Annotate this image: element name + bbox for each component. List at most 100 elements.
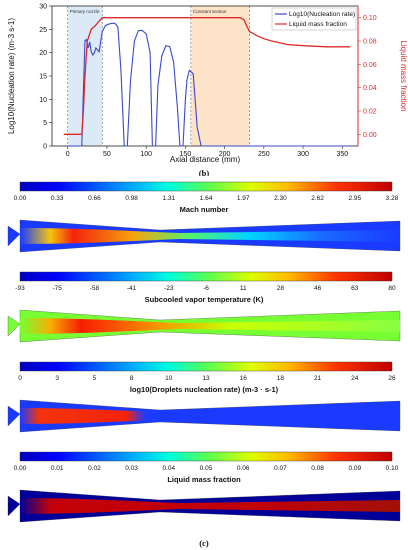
x-tick-label: 350 [336,151,348,158]
colorbar-tick: 26 [388,375,396,382]
contour-title: Mach number [180,205,229,214]
nozzle-inlet [7,405,21,427]
x-tick-label: 100 [140,151,152,158]
colorbar [19,451,393,462]
x-tick-label: 300 [297,151,309,158]
region-label: Constant section [193,9,227,14]
colorbar-tick: 0.66 [88,195,101,202]
contour-block-1: -93 -75 -58 -41 -23 -6 11 28 46 63 80 Subcooled vap… [7,271,401,343]
x-tick-label: 250 [258,151,270,158]
x-tick-label: 150 [180,151,192,158]
colorbar-tick: 28 [277,285,285,292]
colorbar-tick: 18 [277,375,285,382]
colorbar-tick: -58 [90,285,100,292]
x-tick-label: 0 [66,151,70,158]
region-label: Primary nozzle [70,9,100,14]
colorbar-tick: 3.28 [386,195,399,202]
colorbar-tick: -23 [164,285,174,292]
x-tick-label: 50 [103,151,111,158]
colorbar-tick: 10 [165,375,173,382]
colorbar-tick: 0.05 [200,465,213,472]
x-axis-label: Axial distance (mm) [170,155,241,164]
y2-tick-label: 0.08 [363,39,377,46]
y-axis-right-label: Liquid mass fraction [399,40,408,111]
y-tick-label: 10 [39,97,47,104]
flow-core [20,318,400,334]
colorbar-tick: 16 [240,375,248,382]
contour-title: log10(Droplets nucleation rate) (m-3 · s… [130,385,279,394]
colorbar-tick: 0.33 [51,195,64,202]
nozzle-inlet [7,225,21,247]
flow-core [20,228,400,244]
y2-tick-label: 0.02 [363,109,377,116]
colorbar-tick: 0.06 [237,465,250,472]
colorbar-tick: 1.64 [200,195,213,202]
colorbar-tick: 0.04 [162,465,175,472]
y-tick-label: 15 [39,74,47,81]
colorbar [19,271,393,282]
colorbar-tick: 46 [314,285,322,292]
contour-block-0: 0.00 0.33 0.66 0.98 1.31 1.64 1.97 2.30 2.62 2.95… [7,181,401,253]
colorbar-tick: 21 [314,375,322,382]
colorbar-tick: 2.95 [348,195,361,202]
colorbar-tick: 11 [240,285,247,292]
region-1 [190,6,250,146]
series-liquid-line [63,17,351,135]
series-nucleation-line [67,22,351,147]
colorbar-tick: 24 [351,375,359,382]
colorbar-tick: 3 [55,375,59,382]
y2-tick-label: 0.04 [363,85,377,92]
colorbar-tick: 0.01 [51,465,64,472]
contour-panel: 0.00 0.33 0.66 0.98 1.31 1.64 1.97 2.30 2.62 2.95… [7,181,401,548]
colorbar-tick: 0.10 [386,465,399,472]
y2-tick-label: 0.00 [363,132,377,139]
contour-title: Liquid mass fraction [167,475,241,484]
panel-label-b: (b) [199,168,210,176]
y-axis-left-label: Log10(Nucleation rate) (m-3 s-1) [7,18,16,134]
y-tick-label: 30 [39,4,47,11]
colorbar-tick: 13 [202,375,210,382]
legend-liquid: Liquid mass fraction [289,21,347,28]
x-tick-label: 200 [219,151,231,158]
colorbar-tick: -6 [203,285,209,292]
colorbar-tick: 0.03 [125,465,138,472]
colorbar-tick: -93 [15,285,25,292]
colorbar-tick: 1.97 [237,195,250,202]
y2-tick-label: 0.10 [363,15,377,22]
contour-title: Subcooled vapor temperature (K) [145,295,264,304]
colorbar-tick: 0.07 [274,465,287,472]
y2-tick-label: 0.06 [363,62,377,69]
legend-nucleation: Log10(Nucleation rate) [289,11,355,18]
colorbar-tick: 80 [388,285,396,292]
colorbar-tick: 0.02 [88,465,101,472]
colorbar-tick: 2.62 [311,195,324,202]
colorbar-tick: 8 [130,375,134,382]
colorbar-tick: 1.31 [162,195,175,202]
colorbar [19,361,393,372]
contour-block-2: 0 3 5 8 10 13 16 18 21 24 26 log10(Droplets nucleat… [7,361,401,433]
colorbar [19,181,393,192]
flow-core [20,498,400,514]
flow-core [20,408,400,424]
colorbar-tick: 0.09 [348,465,361,472]
colorbar-tick: 0.98 [125,195,138,202]
y-tick-label: 5 [43,120,47,127]
colorbar-tick: -41 [127,285,137,292]
colorbar-tick: 0.08 [311,465,324,472]
nucleation-chart: Primary nozzle Constant section 0 50 100 150… [7,4,408,177]
colorbar-tick: 2.30 [274,195,287,202]
colorbar-tick: 63 [351,285,359,292]
colorbar-tick: 0 [18,375,22,382]
panel-label-c: (c) [199,538,209,548]
y-tick-label: 0 [43,144,47,151]
colorbar-tick: 5 [93,375,97,382]
nozzle-inlet [7,315,21,337]
y-tick-label: 20 [39,50,47,57]
colorbar-tick: -75 [52,285,62,292]
nozzle-inlet [7,495,21,517]
colorbar-tick: 0.00 [14,195,27,202]
contour-block-3: 0.00 0.01 0.02 0.03 0.04 0.05 0.06 0.07 0.08 0.09… [7,451,401,523]
y-tick-label: 25 [39,27,47,34]
legend: Log10(Nucleation rate) Liquid mass fract… [271,7,357,31]
colorbar-tick: 0.00 [14,465,27,472]
